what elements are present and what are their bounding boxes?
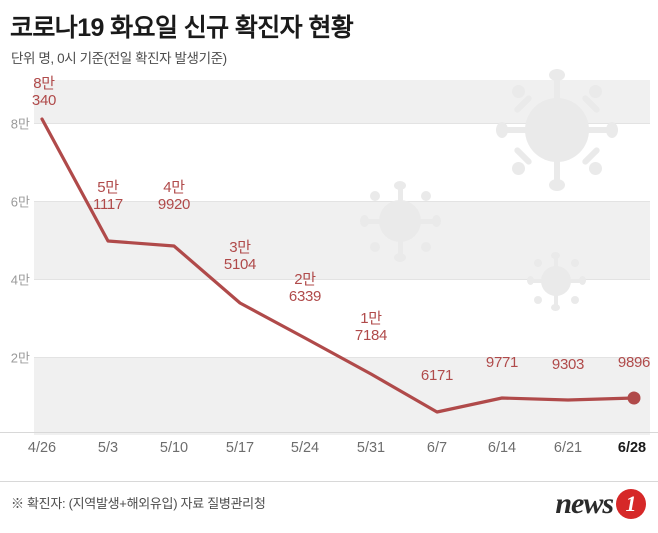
logo-text: news — [555, 487, 614, 520]
x-axis-line — [0, 432, 658, 433]
data-label-line2: 5104 — [223, 255, 257, 273]
plot-area: 8만 6만 4만 2만 — [11, 69, 650, 435]
data-label-line2: 1117 — [93, 195, 123, 213]
data-label-line1: 2만 — [294, 271, 316, 288]
x-tick-label: 5/17 — [225, 440, 255, 456]
chart-subtitle: 단위 명, 0시 기준(전일 확진자 발생기준) — [11, 51, 227, 66]
data-label: 1만 7184 — [339, 310, 403, 345]
plot-band — [34, 201, 650, 279]
x-tick-label: 6/7 — [426, 440, 448, 456]
footer-divider — [0, 481, 658, 482]
y-tick-label: 2만 — [10, 350, 30, 366]
x-tick-label: 5/31 — [356, 440, 386, 456]
data-label: 9771 — [470, 354, 534, 372]
data-label-line1: 3만 — [229, 239, 251, 256]
gridline — [34, 201, 650, 202]
x-tick-label: 6/21 — [553, 440, 583, 456]
data-label: 4만 9920 — [142, 179, 206, 214]
data-label-line2: 340 — [31, 91, 57, 109]
data-label-line2: 9920 — [157, 195, 191, 213]
x-tick-label: 5/24 — [290, 440, 320, 456]
data-label: 8만 340 — [12, 75, 76, 110]
data-label-line1: 5만 — [97, 179, 119, 196]
data-label: 9303 — [536, 356, 600, 374]
series-polyline — [40, 117, 636, 414]
data-label: 6171 — [405, 367, 469, 385]
plot-band — [34, 357, 650, 435]
virus-decoration-icon — [496, 69, 618, 191]
data-label-line2: 6339 — [288, 287, 322, 305]
data-label-line1: 9303 — [551, 356, 585, 373]
x-tick-label-highlight: 6/28 — [617, 440, 647, 456]
data-label-line1: 1만 — [360, 310, 382, 327]
data-label: 2만 6339 — [273, 271, 337, 306]
data-label-line1: 9896 — [617, 354, 651, 371]
y-tick-label: 4만 — [10, 272, 30, 288]
news1-logo: news 1 — [555, 487, 646, 520]
data-label: 5만 1117 — [76, 179, 140, 214]
data-label-line1: 9771 — [485, 354, 519, 371]
data-label-line1: 6171 — [420, 367, 454, 384]
data-label: 9896 — [602, 354, 658, 372]
x-tick-label: 5/10 — [159, 440, 189, 456]
data-label-line2: 7184 — [354, 326, 388, 344]
data-label-line1: 4만 — [163, 179, 185, 196]
gridline — [34, 279, 650, 280]
gridline — [34, 123, 650, 124]
y-tick-label: 8만 — [10, 116, 30, 132]
data-label: 3만 5104 — [208, 239, 272, 274]
virus-decoration-icon — [527, 252, 586, 311]
y-tick-label: 6만 — [10, 194, 30, 210]
data-label-line1: 8만 — [33, 75, 55, 92]
x-tick-label: 6/14 — [487, 440, 517, 456]
logo-badge: 1 — [616, 489, 646, 519]
x-tick-label: 4/26 — [27, 440, 57, 456]
x-tick-label: 5/3 — [97, 440, 119, 456]
footnote: ※ 확진자: (지역발생+해외유입) 자료 질병관리청 — [11, 496, 266, 511]
page-title: 코로나19 화요일 신규 확진자 현황 — [10, 14, 354, 42]
virus-decoration-icon — [360, 181, 441, 262]
line-series — [40, 117, 641, 414]
last-point-marker — [627, 391, 641, 405]
